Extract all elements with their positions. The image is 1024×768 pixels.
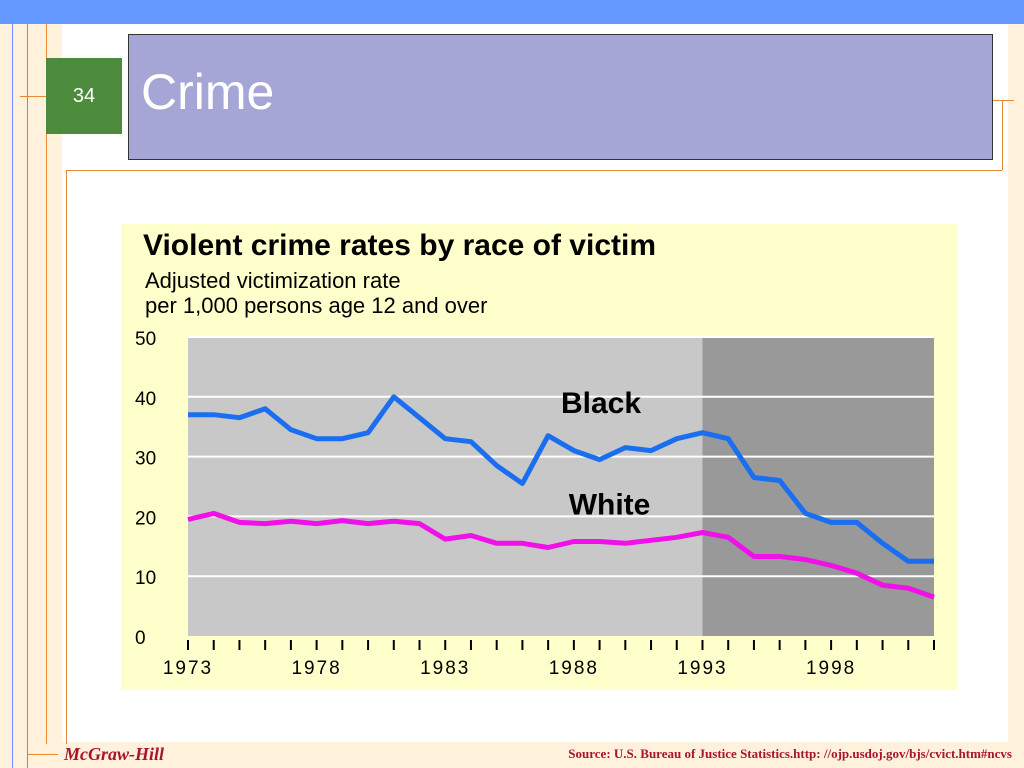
chart-subtitle-line-2: per 1,000 persons age 12 and over	[145, 293, 487, 318]
frame-line-orange	[46, 24, 47, 744]
frame-line-blue	[27, 24, 28, 768]
title-box: Crime	[128, 34, 993, 160]
source-citation: Source: U.S. Bureau of Justice Statistic…	[568, 746, 1012, 761]
series-label-black: Black	[561, 387, 641, 420]
y-tick-label: 10	[135, 568, 156, 589]
frame-line-blue	[12, 24, 13, 768]
plot-shaded-region	[702, 337, 934, 636]
x-tick-label: 1983	[420, 658, 470, 679]
frame-line-orange	[66, 170, 1002, 171]
y-tick-label: 20	[135, 508, 156, 529]
x-tick-label: 1988	[549, 658, 599, 679]
slide-title: Crime	[141, 64, 275, 120]
frame-line-orange	[1002, 100, 1003, 170]
y-tick-label: 50	[135, 329, 156, 350]
right-margin-strip	[1008, 24, 1024, 768]
slide-number: 34	[46, 58, 122, 134]
chart-panel: Violent crime rates by race of victim Ad…	[121, 224, 957, 690]
top-band	[0, 0, 1024, 24]
line-chart: Violent crime rates by race of victim Ad…	[135, 229, 935, 679]
frame-line-orange	[990, 100, 1014, 101]
y-tick-label: 40	[135, 389, 156, 410]
frame-line-orange	[20, 96, 46, 97]
left-margin-strip	[0, 24, 62, 768]
chart-subtitle-line-1: Adjusted victimization rate	[145, 268, 401, 293]
bottom-margin-strip	[0, 742, 1024, 768]
x-tick-label: 1973	[163, 658, 213, 679]
frame-line-orange	[28, 754, 58, 755]
x-tick-label: 1978	[291, 658, 341, 679]
plot-background	[188, 337, 703, 636]
y-tick-label: 30	[135, 449, 156, 470]
series-label-white: White	[569, 489, 651, 522]
series-line-black	[188, 394, 934, 564]
chart-title: Violent crime rates by race of victim	[143, 229, 656, 262]
x-tick-label: 1998	[806, 658, 856, 679]
x-tick-label: 1993	[677, 658, 727, 679]
series-line-white	[187, 510, 935, 600]
publisher-label: McGraw-Hill	[64, 744, 165, 764]
y-tick-label: 0	[135, 628, 146, 649]
frame-line-orange	[66, 170, 67, 744]
